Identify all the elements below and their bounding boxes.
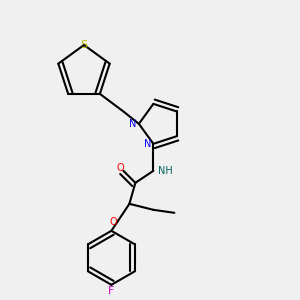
Text: O: O: [109, 217, 117, 227]
Text: NH: NH: [158, 166, 173, 176]
Text: N: N: [144, 139, 151, 149]
Text: F: F: [108, 286, 115, 296]
Text: N: N: [129, 119, 137, 129]
Text: S: S: [80, 40, 88, 50]
Text: O: O: [117, 163, 124, 173]
